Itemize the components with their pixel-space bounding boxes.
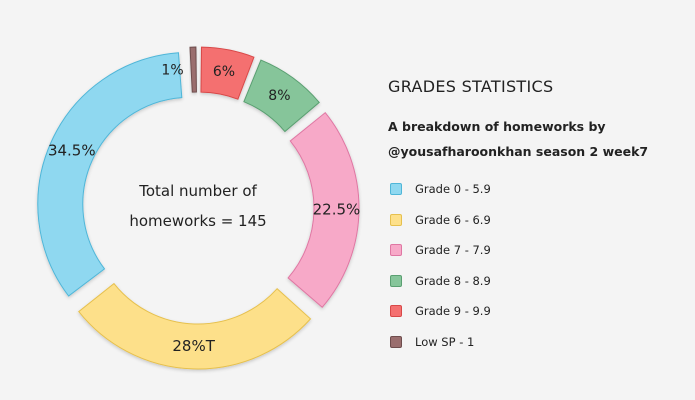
donut-slices [37, 46, 360, 370]
legend-label: Low SP - 1 [415, 334, 475, 349]
chart-subtitle-line-1: A breakdown of homeworks by [388, 119, 606, 134]
legend-swatch [390, 274, 402, 287]
slice-low-sp-1 [189, 46, 197, 93]
legend-swatch [390, 213, 402, 226]
slice-label-grade-9-9-9: 6% [213, 64, 235, 80]
slice-label-grade-0-5-9: 34.5% [48, 142, 96, 160]
legend-swatch [390, 335, 402, 348]
legend-label: Grade 7 - 7.9 [415, 243, 491, 257]
slice-labels: 6% 8% 22.5% 28%T 34.5% 1% [48, 62, 360, 355]
legend-label: Grade 8 - 8.9 [415, 273, 491, 288]
legend-swatch [390, 244, 402, 256]
donut-chart: 6% 8% 22.5% 28%T 34.5% 1% [37, 46, 360, 370]
slice-grade-0-5-9 [37, 52, 183, 297]
center-text-line-1: Total number of [139, 182, 257, 200]
slice-grade-7-7-9 [287, 111, 360, 308]
slice-label-low-sp-1: 1% [161, 62, 183, 78]
slice-grade-6-6-9 [78, 282, 312, 370]
slice-grade-9-9-9 [200, 46, 255, 100]
center-text-line-2: homeworks = 145 [129, 212, 267, 230]
legend-swatch [390, 305, 402, 317]
slice-grade-8-8-9 [243, 59, 320, 133]
legend-swatch [390, 183, 402, 195]
slice-label-grade-8-8-9: 8% [268, 88, 290, 104]
legend-label: Grade 9 - 9.9 [415, 304, 491, 318]
chart-subtitle-line-2: @yousafharoonkhan season 2 week7 [388, 144, 649, 159]
slice-label-grade-6-6-9: 28%T [172, 337, 215, 355]
legend-label: Grade 6 - 6.9 [415, 212, 491, 227]
legend-label: Grade 0 - 5.9 [415, 182, 491, 196]
chart-title: GRADES STATISTICS [388, 77, 554, 96]
slice-label-grade-7-7-9: 22.5% [313, 201, 361, 219]
